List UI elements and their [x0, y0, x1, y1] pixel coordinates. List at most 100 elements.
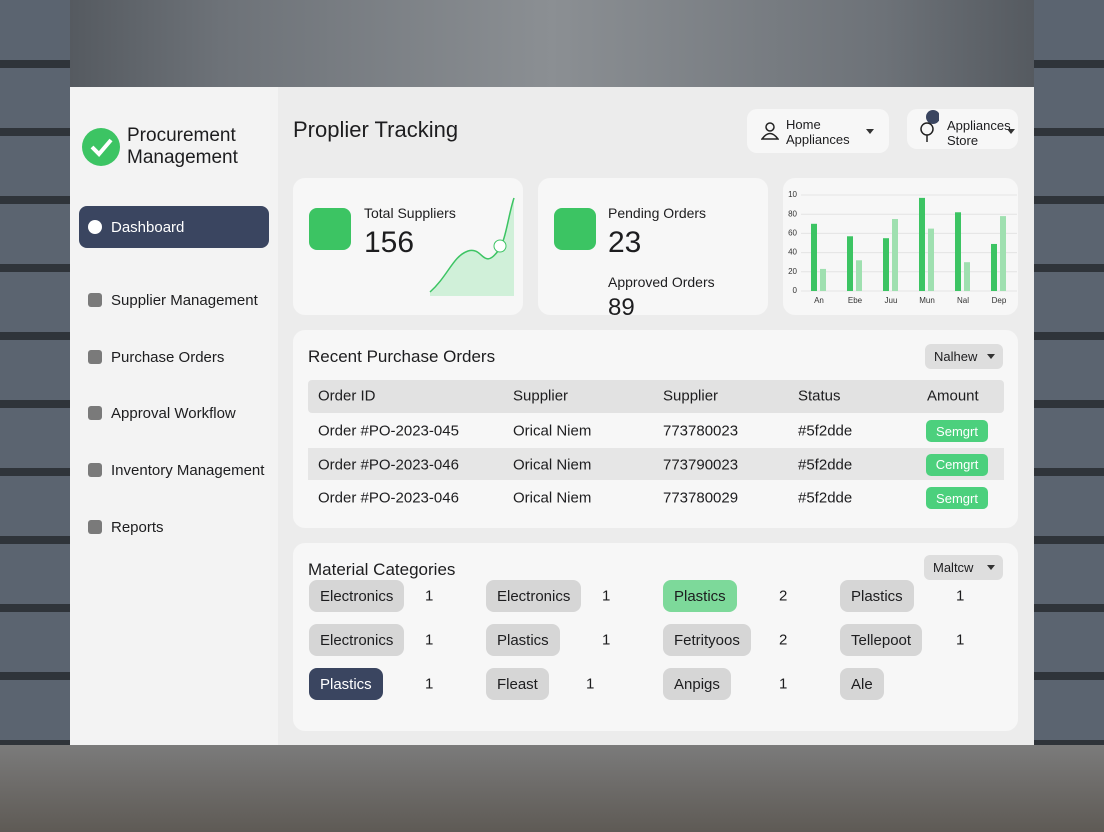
store-icon: [920, 110, 939, 142]
nav-icon: [88, 520, 102, 534]
stat-icon: [554, 208, 596, 250]
category-pill[interactable]: Plastics: [486, 624, 560, 656]
nav-icon: [88, 350, 102, 364]
y-tick-label: 0: [793, 286, 798, 295]
column-header: Order ID: [318, 387, 376, 405]
row-stripe: [308, 448, 1004, 480]
nav-item[interactable]: Dashboard: [79, 206, 269, 248]
stat-label: Pending Orders: [608, 205, 707, 221]
category-pill[interactable]: Fleast: [486, 668, 549, 700]
x-tick-label: Ebe: [848, 296, 863, 305]
category-pill[interactable]: Electronics: [486, 580, 582, 612]
filter-button[interactable]: Maltcw: [924, 555, 1003, 580]
bar: [811, 223, 817, 291]
bar: [820, 268, 826, 291]
category-pill[interactable]: Electronics: [309, 624, 405, 656]
page-title: Proplier Tracking: [293, 117, 459, 142]
nav-item[interactable]: Supplier Management: [79, 279, 269, 321]
nav-icon: [88, 220, 102, 234]
table-cell: #5f2dde: [798, 456, 853, 473]
category-pill[interactable]: Anpigs: [663, 668, 731, 700]
table-cell: #5f2dde: [798, 422, 853, 440]
app-title-line: Procurement: [127, 125, 236, 146]
amount-badge[interactable]: Semgrt: [926, 487, 988, 509]
sidebar: Procurement Management Dashboard Supplier…: [70, 87, 278, 745]
category-pill[interactable]: Fetrityoos: [663, 624, 751, 656]
nav-label: Reports: [111, 518, 164, 536]
x-tick-label: An: [814, 296, 824, 305]
x-tick-label: Mun: [919, 296, 935, 305]
bar: [919, 197, 925, 291]
user-icon: [761, 122, 779, 140]
amount-badge[interactable]: Semgrt: [926, 420, 988, 442]
sparkline: [429, 197, 515, 296]
x-tick-label: Juu: [885, 296, 898, 305]
button-text: Nalhew: [934, 349, 978, 364]
nav-icon: [88, 406, 102, 420]
category-count: 1: [425, 675, 434, 693]
stat-value: 89: [608, 294, 635, 315]
nav-label: Supplier Management: [111, 291, 258, 309]
nav-icon: [88, 463, 102, 477]
y-tick-label: 80: [788, 209, 797, 218]
bar: [991, 243, 997, 291]
dropdown-text: Home: [786, 117, 821, 132]
nav-label: Purchase Orders: [111, 348, 225, 366]
x-tick-label: Dep: [992, 296, 1007, 305]
bar: [883, 238, 889, 291]
category-count: 1: [779, 675, 788, 693]
category-count: 2: [779, 587, 788, 605]
dropdown-text: Appliances: [786, 132, 850, 147]
stat-card: Pending Orders 23 Approved Orders 89: [538, 178, 768, 315]
column-header: Supplier: [513, 387, 569, 405]
bar: [856, 260, 862, 291]
y-tick-label: 60: [788, 229, 797, 238]
button-text: Maltcw: [933, 560, 974, 575]
category-pill[interactable]: Ale: [840, 668, 884, 700]
stat-icon: [309, 208, 351, 250]
column-header: Amount: [927, 387, 979, 405]
category-count: 1: [602, 631, 611, 649]
app-window: Procurement Management Dashboard Supplier…: [70, 87, 1034, 745]
bar: [892, 219, 898, 291]
caret: [1007, 129, 1015, 134]
bar: [847, 236, 853, 291]
category-count: 1: [956, 631, 965, 649]
table-cell: Order #PO-2023-045: [318, 422, 459, 440]
category-pill[interactable]: Plastics: [663, 580, 737, 612]
dropdown[interactable]: Home Appliances: [747, 109, 889, 153]
nav-item[interactable]: Inventory Management: [79, 449, 269, 491]
y-tick-label: 40: [788, 248, 797, 257]
section-title: Material Categories: [308, 560, 456, 579]
app-title-line: Management: [127, 147, 238, 168]
bar: [964, 262, 970, 291]
category-pill[interactable]: Plastics: [840, 580, 914, 612]
category-pill[interactable]: Tellepoot: [840, 624, 923, 656]
bar-chart: 0 20 40 60 80 10 An Ebe Juu Mun Nal Dep: [788, 190, 1017, 305]
category-count: 2: [779, 631, 788, 649]
nav-label: Dashboard: [111, 218, 185, 236]
category-count: 1: [586, 675, 595, 693]
table-cell: Orical Niem: [513, 422, 592, 440]
category-count: 1: [425, 631, 434, 649]
nav-icon: [88, 293, 102, 307]
caret: [866, 129, 874, 134]
y-tick-label: 10: [788, 190, 797, 199]
nav-item[interactable]: Reports: [79, 506, 269, 548]
nav-item[interactable]: Purchase Orders: [79, 336, 269, 378]
category-pill[interactable]: Plastics: [309, 668, 383, 700]
table-cell: 773790023: [663, 456, 739, 473]
filter-button[interactable]: Nalhew: [925, 344, 1003, 369]
dropdown-text: Appliances: [947, 118, 1011, 133]
background-shelf: [0, 0, 70, 832]
nav-item[interactable]: Approval Workflow: [79, 392, 269, 434]
amount-badge[interactable]: Cemgrt: [926, 453, 988, 476]
dropdown[interactable]: Appliances Store: [907, 109, 1018, 149]
y-tick-label: 20: [788, 267, 797, 276]
category-pill[interactable]: Electronics: [309, 580, 405, 612]
table-cell: #5f2dde: [798, 489, 853, 507]
column-header: Status: [798, 387, 841, 405]
nav-label: Inventory Management: [111, 461, 265, 479]
nav-label: Approval Workflow: [111, 404, 236, 422]
